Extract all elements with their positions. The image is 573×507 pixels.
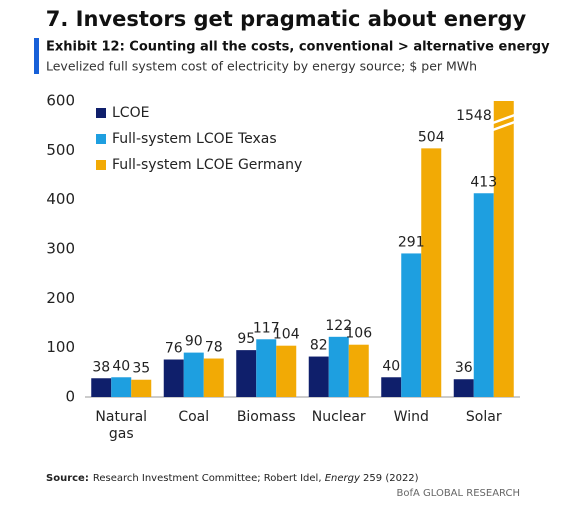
x-tick-label: Nuclear — [311, 409, 366, 425]
bar — [421, 148, 442, 397]
bar — [401, 253, 422, 397]
x-tick-label: Solar — [465, 409, 502, 425]
y-tick-label: 400 — [46, 190, 75, 208]
y-tick-label: 0 — [65, 388, 75, 406]
data-label: 504 — [418, 129, 445, 145]
bar — [328, 336, 349, 397]
data-label: 291 — [398, 234, 425, 250]
legend-label: Full-system LCOE Texas — [112, 131, 277, 147]
data-label: 95 — [237, 331, 255, 347]
axis-break — [492, 120, 516, 132]
data-label: 36 — [455, 360, 473, 376]
y-tick-label: 600 — [46, 92, 75, 110]
data-label: 413 — [470, 174, 497, 190]
bar — [163, 359, 184, 397]
data-label: 82 — [310, 338, 328, 354]
data-label: 78 — [205, 340, 223, 356]
data-label: 90 — [185, 334, 203, 350]
legend-swatch — [96, 108, 106, 118]
data-label: 35 — [132, 361, 150, 377]
y-tick-label: 200 — [46, 289, 75, 307]
x-tick-label: Natural gas — [95, 409, 148, 442]
plot-area — [91, 101, 514, 397]
x-tick-label: Wind — [393, 409, 429, 425]
source: Source: Research Investment Committee; Ro… — [46, 473, 419, 484]
data-label: 106 — [345, 326, 372, 342]
source-label: Source: — [46, 473, 89, 484]
bar — [348, 344, 369, 397]
bar — [381, 377, 402, 397]
bar — [308, 356, 329, 397]
bar — [203, 358, 224, 397]
chart-title: 7. Investors get pragmatic about energy — [46, 7, 527, 31]
axis-break — [492, 113, 516, 125]
legend-label: Full-system LCOE Germany — [112, 157, 302, 173]
x-tick-label: Biomass — [236, 409, 296, 425]
bar — [131, 379, 152, 397]
data-label: 38 — [92, 359, 110, 375]
x-tick-label: Coal — [178, 409, 210, 425]
legend-swatch — [96, 134, 106, 144]
footer: BofA GLOBAL RESEARCH — [396, 488, 520, 499]
source-text: Research Investment Committee; Robert Id… — [93, 473, 325, 484]
legend-swatch — [96, 160, 106, 170]
bar — [276, 345, 297, 397]
bar — [473, 193, 494, 397]
data-label: 76 — [165, 341, 183, 357]
source-text: Energy — [325, 473, 361, 484]
chart-subtitle: Exhibit 12: Counting all the costs, conv… — [46, 40, 550, 55]
data-label: 122 — [325, 318, 352, 334]
chart-description: Levelized full system cost of electricit… — [46, 59, 477, 74]
bar — [256, 339, 277, 397]
data-label: 40 — [112, 358, 130, 374]
y-tick-label: 300 — [46, 240, 75, 258]
bar — [236, 350, 257, 397]
data-label: 1548 — [456, 108, 492, 124]
data-label: 117 — [253, 320, 280, 336]
bar — [183, 352, 204, 397]
bar — [91, 378, 112, 397]
bar — [493, 101, 514, 397]
data-label: 40 — [382, 358, 400, 374]
legend-label: LCOE — [112, 105, 149, 121]
source-text: 259 (2022) — [360, 473, 419, 484]
accent-bar — [34, 38, 39, 74]
bar — [111, 377, 132, 397]
y-tick-label: 500 — [46, 141, 75, 159]
y-tick-label: 100 — [46, 338, 75, 356]
bar — [453, 379, 474, 397]
data-label: 104 — [273, 327, 300, 343]
